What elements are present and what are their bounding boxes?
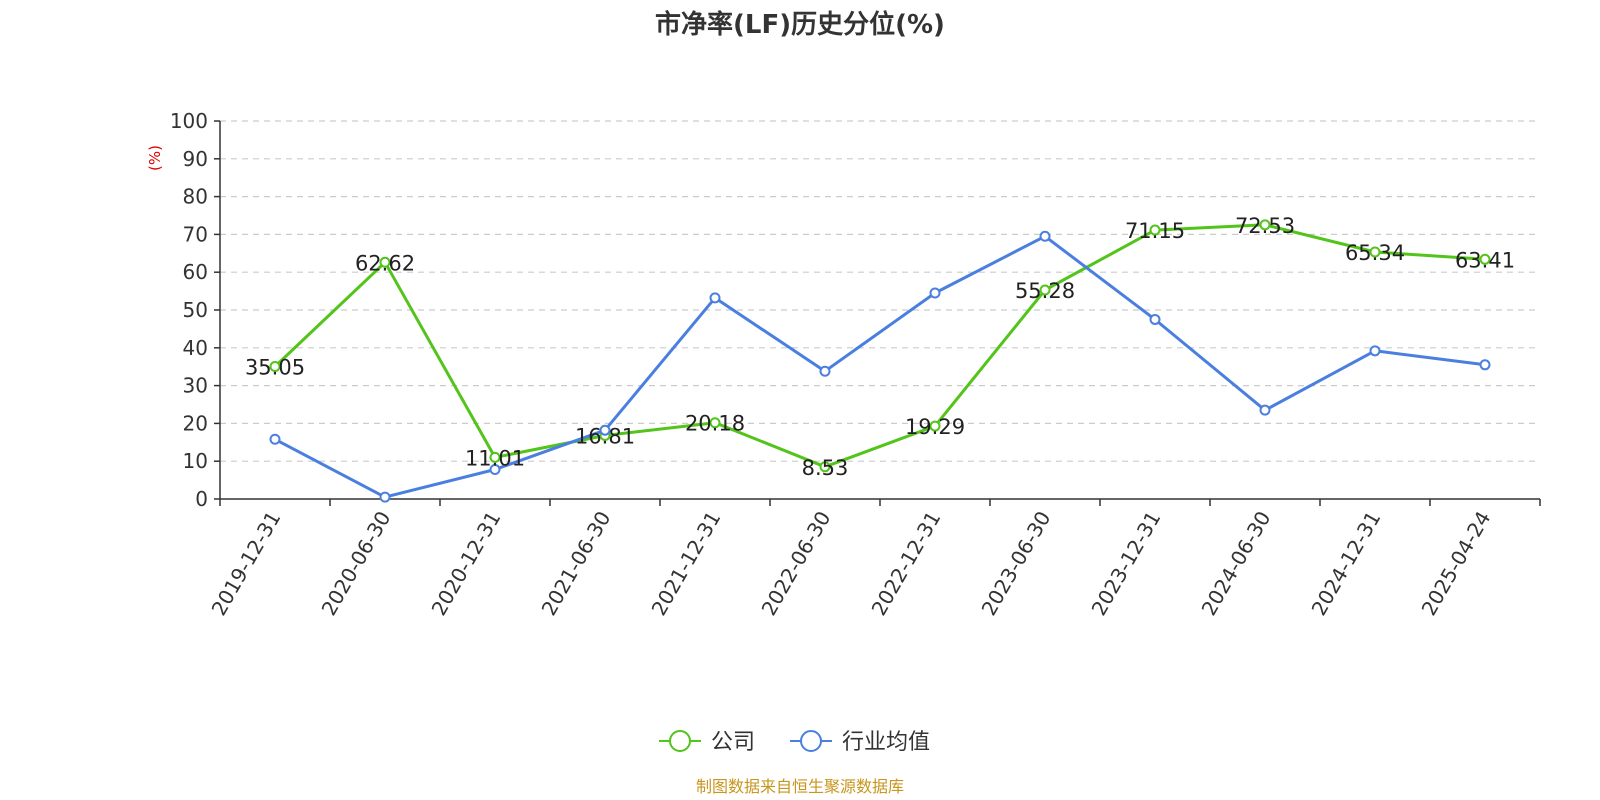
series-point-1 — [1259, 404, 1271, 416]
data-label: 35.05 — [245, 356, 305, 380]
legend-marker-0 — [669, 730, 691, 752]
data-label: 65.34 — [1345, 241, 1405, 265]
series-line-0 — [273, 223, 1486, 469]
data-label: 19.29 — [905, 415, 965, 439]
series-point-1 — [1479, 359, 1491, 371]
series-point-0 — [1369, 246, 1381, 258]
legend-marker-1 — [800, 730, 822, 752]
grid-lines — [220, 120, 1540, 462]
data-label: 11.01 — [465, 446, 525, 470]
series-point-0 — [379, 256, 391, 268]
x-tick-label: 2022-12-31 — [866, 507, 945, 620]
source-note: 制图数据来自恒生聚源数据库 — [696, 777, 904, 796]
series-point-0 — [929, 420, 941, 432]
series-point-0 — [489, 451, 501, 463]
x-tick-label: 2023-06-30 — [976, 507, 1055, 620]
series-point-1 — [819, 365, 831, 377]
x-tick-label: 2020-06-30 — [316, 507, 395, 620]
series-point-1 — [599, 424, 611, 436]
x-tick-label: 2019-12-31 — [206, 507, 285, 620]
x-tick-label: 2020-12-31 — [426, 507, 505, 620]
y-tick-label: 90 — [183, 147, 208, 171]
series-point-0 — [1149, 224, 1161, 236]
y-axis-unit: (%) — [146, 145, 164, 171]
data-label: 62.62 — [355, 251, 415, 275]
series-point-0 — [1039, 284, 1051, 296]
series-point-1 — [929, 287, 941, 299]
x-tick-label: 2024-06-30 — [1196, 507, 1275, 620]
data-label: 63.41 — [1455, 248, 1515, 272]
y-tick-label: 60 — [183, 260, 208, 284]
series-line-1 — [274, 234, 1486, 499]
data-label: 72.53 — [1235, 214, 1295, 238]
data-label: 55.28 — [1015, 279, 1075, 303]
series-lines — [273, 223, 1486, 499]
data-label: 16.81 — [575, 424, 635, 448]
y-tick-label: 40 — [183, 336, 208, 360]
y-tick-label: 70 — [183, 222, 208, 246]
legend: 公司 行业均值 — [659, 730, 930, 755]
y-tick-label: 80 — [183, 185, 208, 209]
series-point-1 — [1369, 345, 1381, 357]
series-point-1 — [1149, 313, 1161, 325]
data-label: 8.53 — [802, 456, 849, 480]
x-tick-label: 2022-06-30 — [756, 507, 835, 620]
x-tick-label: 2021-12-31 — [646, 507, 725, 620]
legend-label-0[interactable]: 公司 — [711, 730, 755, 755]
y-tick-label: 0 — [195, 487, 208, 511]
y-tick-label: 50 — [183, 298, 208, 322]
data-label: 71.15 — [1125, 219, 1185, 243]
series-point-1 — [379, 491, 391, 503]
x-tick-label: 2024-12-31 — [1306, 507, 1385, 620]
x-tick-label: 2025-04-24 — [1416, 507, 1495, 620]
chart-title: 市净率(LF)历史分位(%) — [655, 9, 945, 40]
y-axis-ticks: 0 10 20 30 40 50 60 70 80 90 100 — [170, 109, 220, 511]
series-point-1 — [269, 433, 281, 445]
series-point-0 — [1479, 253, 1491, 265]
y-tick-label: 100 — [170, 109, 208, 133]
series-point-0 — [709, 417, 721, 429]
series-point-0 — [269, 361, 281, 373]
x-axis-ticks: 2019-12-31 2020-06-30 2020-12-31 2021-06-30… — [206, 499, 1541, 620]
y-tick-label: 30 — [183, 374, 208, 398]
series-points — [269, 219, 1491, 503]
x-tick-label: 2021-06-30 — [536, 507, 615, 620]
y-tick-label: 20 — [183, 411, 208, 435]
series-point-1 — [1039, 230, 1051, 242]
series-point-0 — [819, 461, 831, 473]
x-tick-label: 2023-12-31 — [1086, 507, 1165, 620]
series-point-1 — [489, 464, 501, 476]
y-tick-label: 10 — [183, 449, 208, 473]
data-label: 20.18 — [685, 412, 745, 436]
series-point-1 — [709, 292, 721, 304]
data-labels: 35.05 62.62 11.01 16.81 20.18 8.53 19.29 55.28 7… — [245, 214, 1515, 480]
series-point-0 — [1259, 219, 1271, 231]
legend-label-1[interactable]: 行业均值 — [842, 730, 930, 755]
